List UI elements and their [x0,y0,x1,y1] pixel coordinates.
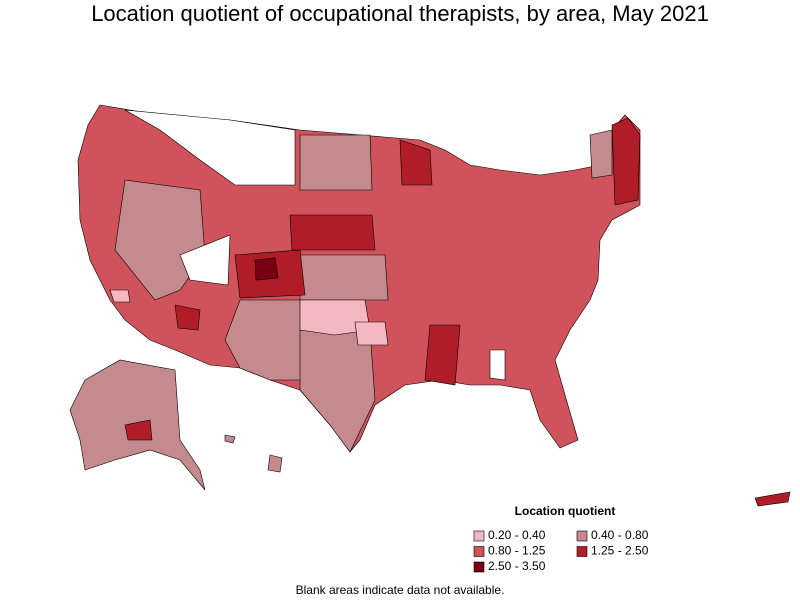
map-area [174,304,201,331]
legend: Location quotient 0.20 - 0.40 0.40 - 0.80… [473,504,649,573]
legend-label: 1.25 - 2.50 [591,544,649,558]
blank-area [489,349,506,381]
legend-swatch [473,530,485,542]
map-area [124,419,153,441]
map-area [109,289,131,303]
map-area [254,257,279,281]
map-title: Location quotient of occupational therap… [91,1,709,26]
legend-label: 2.50 - 3.50 [488,559,546,573]
map-area [224,434,236,444]
legend-swatch [473,546,485,557]
map-area [289,214,376,251]
blank-area [124,109,296,186]
map-area [299,329,376,453]
legend-swatch [576,546,588,557]
legend-swatch [576,530,588,542]
map-area [424,324,461,386]
map-area [611,117,641,206]
legend-label: 0.80 - 1.25 [488,544,546,558]
legend-label: 0.40 - 0.80 [591,528,649,542]
map [69,104,791,507]
map-area [114,179,206,301]
blank-area [179,234,231,286]
legend-label: 0.20 - 0.40 [488,528,546,542]
legend-title: Location quotient [515,504,616,518]
map-area [399,139,433,186]
map-area [354,321,389,346]
map-area [299,134,373,191]
legend-swatch [473,561,485,573]
map-area [754,491,791,507]
map-area [267,454,283,473]
map-area [299,299,371,336]
map-area [299,254,389,301]
footnote: Blank areas indicate data not available. [296,583,505,597]
map-area [589,129,613,179]
